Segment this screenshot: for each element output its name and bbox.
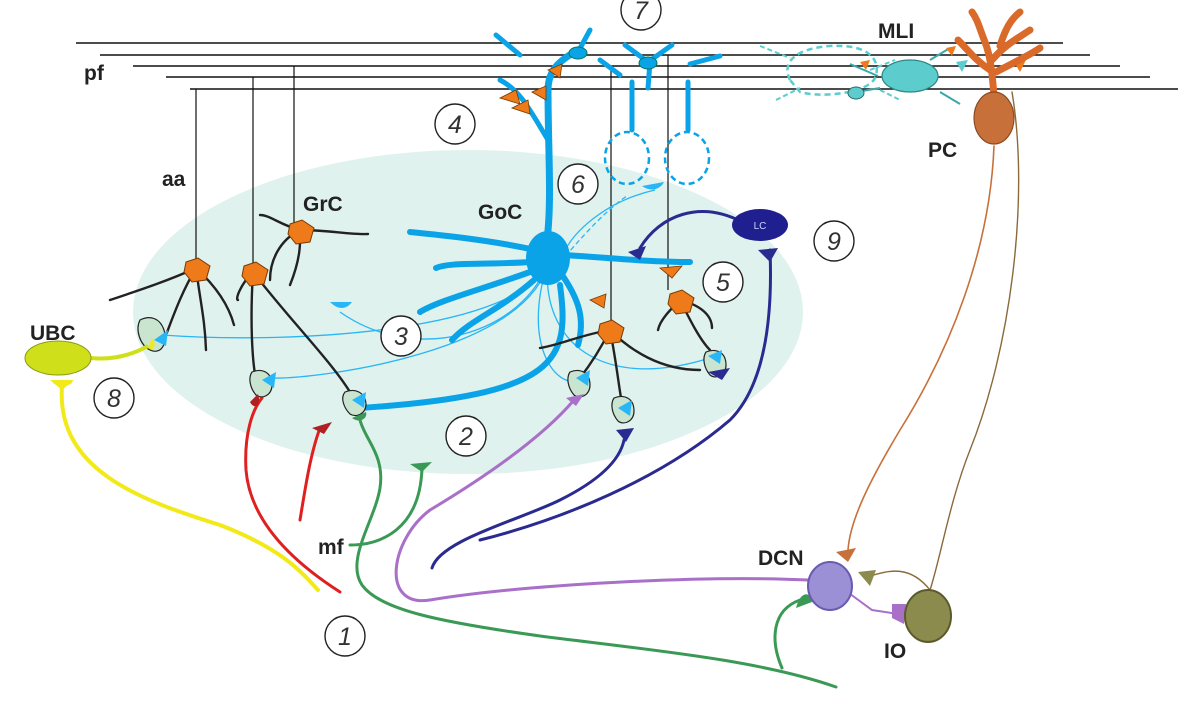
golgi-terminals bbox=[154, 182, 722, 416]
label-mli: MLI bbox=[878, 20, 914, 43]
number-8: 8 bbox=[107, 385, 121, 413]
locus-coeruleus: LC bbox=[732, 209, 788, 241]
circled-numbers bbox=[93, 0, 855, 657]
number-7: 7 bbox=[634, 0, 649, 25]
granule-somata bbox=[183, 219, 695, 345]
number-6: 6 bbox=[571, 171, 585, 199]
deep-cerebellar-nuclei bbox=[807, 561, 853, 611]
label-aa: aa bbox=[162, 168, 186, 191]
label-pf: pf bbox=[84, 62, 105, 85]
number-4: 4 bbox=[448, 111, 462, 139]
number-5: 5 bbox=[716, 269, 730, 297]
golgi-molecular-dendrites bbox=[493, 27, 723, 133]
parallel-fibers bbox=[76, 42, 1178, 90]
number-1: 1 bbox=[338, 623, 352, 651]
lc-label: LC bbox=[754, 221, 767, 232]
number-9: 9 bbox=[827, 228, 841, 256]
number-3: 3 bbox=[394, 323, 408, 351]
label-goc: GoC bbox=[478, 201, 522, 224]
purkinje-cell bbox=[954, 8, 1044, 145]
pf-golgi-synapses bbox=[498, 63, 683, 309]
inferior-olive bbox=[904, 589, 952, 643]
label-mf: mf bbox=[318, 536, 345, 559]
mossy-fibers bbox=[53, 91, 1020, 689]
label-io: IO bbox=[884, 640, 906, 663]
label-pc: PC bbox=[928, 139, 957, 162]
golgi-dashed-somata bbox=[603, 130, 711, 186]
label-dcn: DCN bbox=[758, 547, 804, 570]
label-grc: GrC bbox=[303, 193, 343, 216]
label-ubc: UBC bbox=[30, 322, 76, 345]
mossy-terminals bbox=[50, 246, 906, 624]
unipolar-brush-cell bbox=[24, 340, 149, 376]
molecular-layer-interneurons bbox=[759, 44, 1026, 105]
number-2: 2 bbox=[458, 423, 473, 451]
